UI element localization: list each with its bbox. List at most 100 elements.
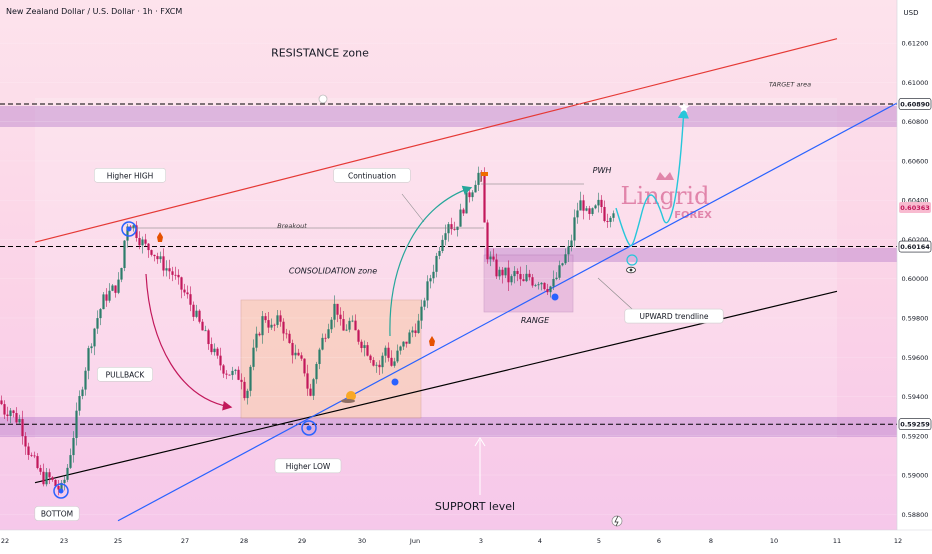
candle-body bbox=[468, 192, 471, 198]
candle-body bbox=[381, 355, 384, 368]
candle-body bbox=[357, 330, 360, 342]
candle-body bbox=[456, 226, 459, 230]
candle-body bbox=[138, 237, 141, 246]
retest-target-circle bbox=[626, 254, 638, 266]
higher-low-label: Higher LOW bbox=[286, 462, 331, 471]
candle-body bbox=[201, 321, 204, 331]
candle-body bbox=[432, 271, 435, 279]
candle-body bbox=[132, 225, 135, 229]
candle-body bbox=[537, 284, 540, 286]
lightning-icon[interactable] bbox=[611, 515, 623, 527]
candle-body bbox=[249, 366, 252, 391]
candle-body bbox=[423, 300, 426, 307]
candle-body bbox=[564, 254, 567, 264]
candle-body bbox=[408, 332, 411, 344]
price-tick-label: 0.58800 bbox=[902, 511, 929, 519]
time-tick-label: 6 bbox=[657, 537, 661, 545]
candle-body bbox=[27, 446, 30, 455]
candle-body bbox=[330, 319, 333, 330]
candle-body bbox=[258, 333, 261, 336]
higher-high-dot bbox=[126, 226, 132, 232]
candle-body bbox=[57, 486, 60, 490]
candle-body bbox=[549, 286, 552, 293]
candle-body bbox=[303, 358, 306, 374]
candle-body bbox=[102, 294, 105, 310]
candle-body bbox=[390, 357, 393, 366]
price-tick-label: 0.59400 bbox=[902, 393, 929, 401]
candle-body bbox=[114, 285, 117, 293]
candle-body bbox=[18, 419, 21, 423]
candle-body bbox=[606, 220, 609, 222]
candle-body bbox=[0, 400, 3, 405]
time-axis: 22 23 25 27 28 29 30 Jun 3 4 5 6 8 10 11 12 bbox=[1, 537, 902, 545]
price-axis-panel[interactable] bbox=[897, 0, 932, 550]
candle-body bbox=[171, 271, 174, 275]
candle-body bbox=[492, 256, 495, 260]
gridlines bbox=[0, 42, 897, 515]
projection-path bbox=[615, 107, 689, 247]
range-label: RANGE bbox=[521, 316, 550, 325]
candle-body bbox=[513, 271, 516, 277]
candle-body bbox=[573, 217, 576, 241]
upward-trendline-label: UPWARD trendline bbox=[639, 312, 708, 321]
candle-body bbox=[321, 337, 324, 350]
higher-high-marker bbox=[121, 221, 137, 237]
candle-body bbox=[120, 268, 123, 280]
time-axis-panel[interactable] bbox=[0, 530, 932, 550]
price-tick-label: 0.59800 bbox=[902, 315, 929, 323]
candle-body bbox=[417, 320, 420, 333]
rocket-icon bbox=[157, 232, 163, 242]
continuation-arrow bbox=[389, 185, 473, 337]
candle-body bbox=[234, 369, 237, 371]
candle-body bbox=[60, 482, 63, 490]
candle-body bbox=[156, 256, 159, 260]
candle-body bbox=[489, 256, 492, 260]
candle-body bbox=[147, 243, 150, 251]
resistance-target-zone bbox=[0, 106, 897, 127]
candle-body bbox=[78, 396, 81, 411]
candle-body bbox=[540, 282, 543, 285]
candle-body bbox=[123, 240, 126, 269]
candles bbox=[0, 166, 615, 496]
candle-body bbox=[228, 374, 231, 376]
candle-body bbox=[597, 199, 600, 206]
candle-body bbox=[3, 404, 6, 415]
candle-body bbox=[312, 379, 315, 396]
time-tick-label: 27 bbox=[181, 537, 189, 545]
candle-body bbox=[522, 279, 525, 282]
price-label-box bbox=[898, 98, 932, 110]
candle-body bbox=[375, 364, 378, 366]
candle-body bbox=[414, 330, 417, 333]
candle-body bbox=[45, 472, 48, 485]
candle-body bbox=[135, 225, 138, 238]
candle-body bbox=[495, 259, 498, 277]
time-tick-label: 4 bbox=[538, 537, 542, 545]
candle-body bbox=[519, 273, 522, 280]
candle-body bbox=[411, 330, 414, 333]
range-support-zone bbox=[484, 248, 897, 262]
candle-body bbox=[168, 268, 171, 272]
candle-body bbox=[309, 388, 312, 396]
price-tick-label: 0.60800 bbox=[902, 118, 929, 126]
candle-body bbox=[555, 277, 558, 279]
candle-body bbox=[501, 269, 504, 276]
candle-body bbox=[315, 363, 318, 380]
candle-body bbox=[324, 337, 327, 339]
candle-body bbox=[246, 390, 249, 399]
candle-body bbox=[528, 273, 531, 278]
candle-body bbox=[126, 226, 129, 241]
candle-body bbox=[453, 229, 456, 230]
candle-body bbox=[378, 364, 381, 368]
candle-body bbox=[42, 471, 45, 485]
candle-body bbox=[189, 294, 192, 305]
candle-body bbox=[429, 278, 432, 282]
crown-icon bbox=[656, 172, 674, 180]
candle-body bbox=[243, 381, 246, 399]
settings-marker-icon[interactable] bbox=[318, 94, 328, 104]
price-labels: 0.60890 0.60363 0.60164 0.59259 bbox=[898, 98, 932, 430]
range-touch-dot bbox=[551, 293, 559, 301]
time-tick-label: 23 bbox=[60, 537, 68, 545]
candle-body bbox=[153, 254, 156, 257]
candle-body bbox=[594, 205, 597, 209]
